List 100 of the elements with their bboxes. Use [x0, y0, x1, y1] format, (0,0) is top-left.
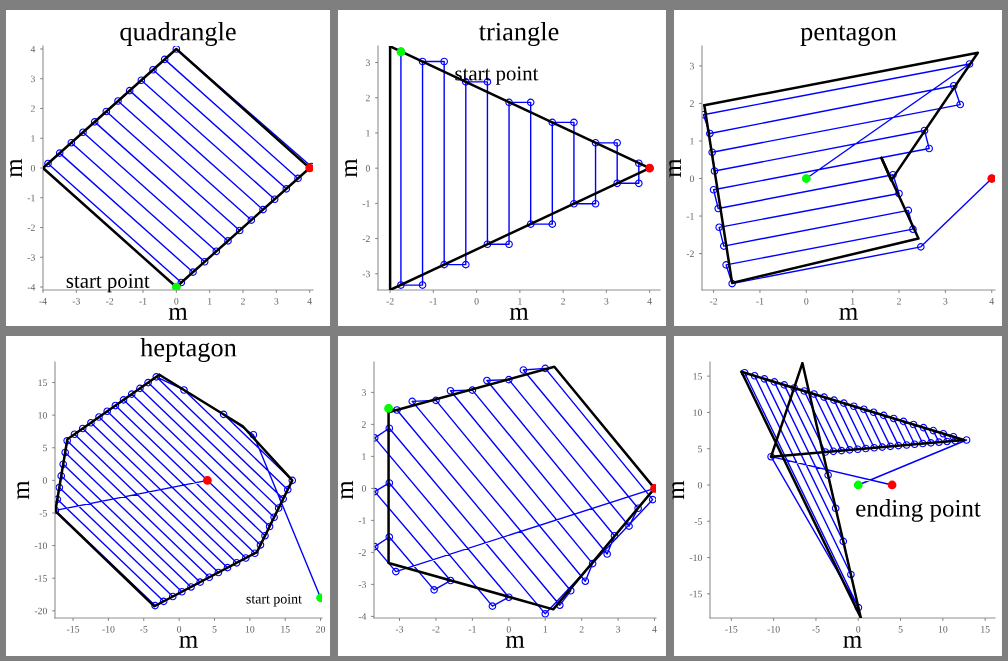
- y-tick-label: 15: [38, 379, 47, 387]
- x-tick-label: 10: [938, 625, 948, 633]
- chart-title: pentagon: [800, 25, 897, 46]
- y-tick-label: 1: [362, 453, 366, 460]
- x-tick-label: 0: [856, 625, 861, 633]
- y-tick-label: -3: [27, 254, 35, 261]
- y-tick-label: -5: [39, 510, 47, 517]
- y-tick-label: 1: [366, 129, 370, 137]
- x-tick-label: 3: [616, 625, 621, 633]
- x-tick-label: 4: [989, 297, 995, 305]
- y-tick-label: -1: [27, 194, 35, 202]
- x-tick-label: -2: [105, 297, 114, 305]
- x-tick-label: -5: [140, 626, 148, 633]
- x-tick-label: 1: [208, 297, 212, 305]
- x-tick-label: 0: [177, 625, 182, 633]
- x-axis-title: m: [839, 307, 858, 320]
- y-tick-label: -1: [686, 213, 694, 220]
- x-tick-label: -1: [139, 297, 147, 305]
- x-axis-title: m: [509, 307, 529, 320]
- x-tick-label: 20: [316, 625, 326, 633]
- x-axis-title: m: [505, 635, 525, 648]
- y-tick-label: 0: [697, 481, 702, 489]
- x-axis-title: m: [843, 635, 862, 648]
- x-tick-label: 0: [174, 297, 179, 305]
- x-axis-title: m: [179, 635, 198, 648]
- y-tick-label: -10: [34, 542, 47, 550]
- y-axis-title: m: [10, 158, 22, 178]
- x-tick-label: 2: [241, 297, 245, 305]
- x-tick-label: 1: [851, 297, 855, 305]
- y-tick-label: -4: [358, 613, 367, 620]
- y-tick-label: -20: [34, 607, 47, 615]
- y-tick-label: 2: [361, 421, 366, 428]
- x-tick-label: 4: [647, 297, 652, 305]
- y-tick-label: -1: [358, 517, 366, 524]
- y-tick-label: -4: [27, 284, 36, 291]
- y-tick-label: -2: [362, 235, 370, 242]
- y-tick-label: 3: [30, 75, 35, 83]
- x-tick-label: 15: [281, 625, 290, 633]
- x-tick-label: -3: [72, 297, 80, 305]
- y-axis-title: m: [669, 158, 681, 178]
- annotation: start point: [246, 594, 302, 607]
- chart-title: quadrangle: [120, 21, 236, 46]
- y-axis-title: m: [341, 480, 353, 500]
- x-tick-label: -10: [102, 625, 115, 633]
- x-tick-label: -15: [725, 625, 738, 633]
- x-tick-label: 2: [561, 297, 566, 305]
- x-tick-label: 4: [652, 625, 657, 633]
- y-axis-title: m: [672, 480, 685, 500]
- y-tick-label: 4: [30, 45, 36, 53]
- x-tick-label: 15: [981, 625, 990, 633]
- y-tick-label: 3: [365, 59, 370, 67]
- y-tick-label: 0: [689, 175, 694, 182]
- y-tick-label: 5: [43, 444, 47, 452]
- y-tick-label: -3: [362, 270, 370, 278]
- x-tick-label: -1: [429, 297, 437, 305]
- x-tick-label: 3: [943, 297, 948, 305]
- y-tick-label: -2: [686, 250, 694, 257]
- y-tick-label: 2: [365, 94, 370, 102]
- chart-title: heptagon: [140, 337, 237, 362]
- x-axis-title: m: [168, 307, 188, 320]
- x-tick-label: 1: [518, 297, 522, 305]
- x-tick-label: -5: [812, 626, 820, 633]
- y-tick-label: 10: [38, 412, 47, 419]
- y-axis-title: m: [345, 158, 357, 178]
- chart-title: triangle: [478, 21, 559, 46]
- y-tick-label: -15: [34, 575, 47, 582]
- y-tick-label: 2: [30, 105, 35, 112]
- x-tick-label: 2: [897, 297, 901, 305]
- y-tick-label: 0: [30, 164, 35, 172]
- y-tick-label: -1: [362, 200, 370, 207]
- x-tick-label: 0: [474, 297, 479, 305]
- x-tick-label: 0: [804, 297, 809, 305]
- x-tick-label: 2: [579, 625, 584, 633]
- y-tick-label: 3: [689, 62, 694, 70]
- y-tick-label: 0: [42, 477, 47, 484]
- y-tick-label: -2: [358, 549, 366, 556]
- y-tick-label: 3: [361, 389, 366, 396]
- y-tick-label: 10: [693, 409, 702, 416]
- y-tick-label: 0: [365, 165, 370, 172]
- y-tick-label: 0: [361, 485, 366, 492]
- annotation: start point: [455, 66, 539, 85]
- x-tick-label: -15: [66, 625, 80, 633]
- x-tick-label: 4: [307, 297, 312, 305]
- y-tick-label: -2: [27, 224, 35, 231]
- y-tick-label: 2: [689, 100, 694, 107]
- x-tick-label: -2: [709, 297, 718, 305]
- x-tick-label: -2: [386, 297, 394, 305]
- x-tick-label: 5: [898, 626, 903, 633]
- x-tick-label: 1: [543, 625, 548, 633]
- x-tick-label: -3: [395, 625, 404, 633]
- y-tick-label: 15: [693, 373, 702, 380]
- x-tick-label: 5: [212, 626, 217, 633]
- annotation: start point: [66, 273, 150, 293]
- y-tick-label: 1: [690, 137, 694, 145]
- x-tick-label: -2: [432, 625, 440, 633]
- x-tick-label: -1: [756, 297, 764, 305]
- y-tick-label: -10: [689, 554, 702, 562]
- x-tick-label: -10: [767, 625, 780, 633]
- x-tick-label: 10: [245, 625, 255, 633]
- y-tick-label: -15: [689, 590, 702, 598]
